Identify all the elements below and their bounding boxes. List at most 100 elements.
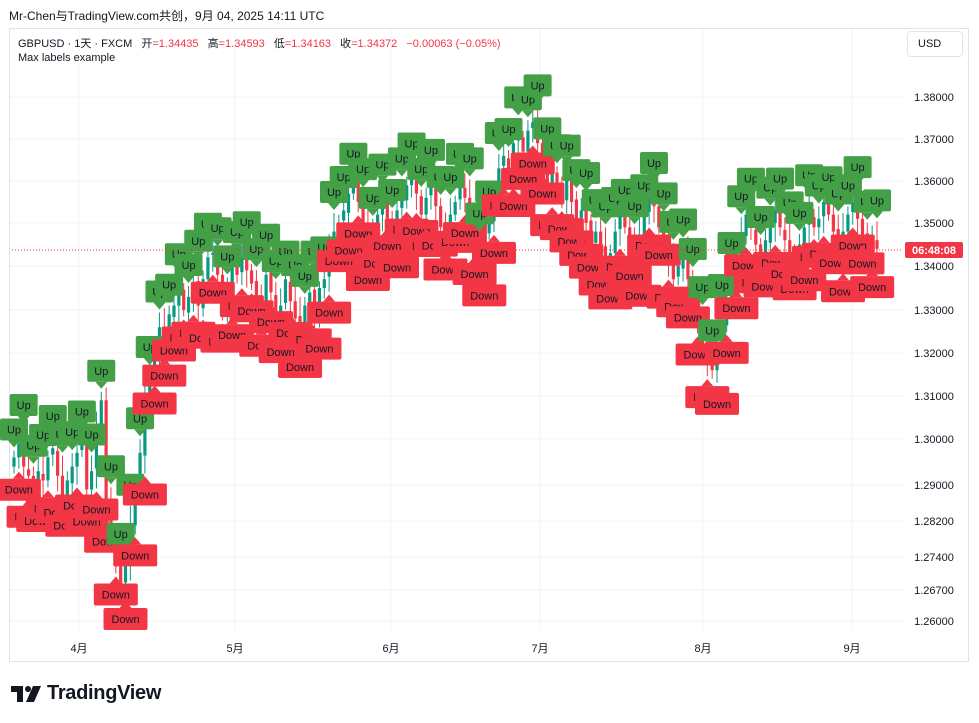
label-box	[0, 478, 41, 501]
label-pointer	[352, 215, 365, 223]
candle-body	[531, 122, 535, 129]
candle-body	[400, 197, 404, 208]
candle-body	[303, 305, 307, 330]
label-text: Up	[385, 185, 399, 197]
label-box	[707, 274, 736, 297]
symbol-legend: GBPUSD · 1天 · FXCM 开=1.34435 高=1.34593 低…	[18, 35, 501, 51]
label-text: Up	[637, 180, 651, 192]
label-text: Up	[366, 193, 380, 205]
label-text: Up	[579, 168, 593, 180]
label-pointer	[56, 445, 69, 453]
candle-body	[288, 281, 292, 302]
label-text: Down	[334, 245, 362, 257]
label-pointer	[163, 295, 176, 303]
label-pointer	[66, 443, 79, 451]
price-tick-label: 1.30000	[914, 434, 954, 446]
candle-body	[812, 217, 816, 228]
candle-body	[133, 494, 137, 526]
label-text: Down	[790, 275, 818, 287]
label-box	[840, 252, 885, 275]
label-text: Up	[424, 145, 438, 157]
label-pointer	[681, 299, 694, 307]
currency-button[interactable]: USD	[907, 31, 963, 57]
label-box	[96, 455, 125, 478]
label-box	[74, 498, 119, 521]
label-pointer	[109, 576, 122, 584]
label-pointer	[778, 255, 791, 263]
label-text: Up	[754, 212, 768, 224]
candle-body	[99, 400, 103, 433]
high-label: 高	[207, 38, 219, 50]
label-box	[462, 284, 507, 307]
low-value: =1.34163	[284, 38, 332, 50]
label-box	[122, 483, 167, 506]
candle	[453, 195, 457, 221]
label-pointer	[837, 273, 850, 281]
label-box	[436, 166, 465, 189]
label-text: Up	[85, 429, 99, 441]
candle-body	[17, 443, 21, 458]
label-text: Up	[298, 271, 312, 283]
candle	[322, 268, 326, 299]
label-pointer	[240, 233, 253, 241]
time-axis: 4月 5月 6月 7月 8月 9月	[70, 643, 860, 655]
label-text: Down	[684, 349, 712, 361]
symbol-name[interactable]: GBPUSD · 1天 · FXCM	[18, 38, 133, 50]
label-pointer	[551, 156, 564, 164]
price-tick-label: 1.35000	[914, 218, 954, 230]
indicator-name[interactable]: Max labels example	[18, 52, 116, 64]
down-label: Down	[840, 245, 885, 275]
label-text: Down	[373, 241, 401, 253]
label-pointer	[536, 175, 549, 183]
candle	[70, 453, 74, 497]
candle-body	[356, 178, 360, 202]
price-tick-label: 1.38000	[914, 92, 954, 104]
label-text: Up	[676, 214, 690, 226]
candle	[94, 411, 99, 489]
label-box	[307, 301, 352, 324]
label-pointer	[546, 207, 559, 215]
label-text: Up	[821, 172, 835, 184]
label-pointer	[211, 239, 224, 247]
candle-body	[822, 202, 826, 217]
candle	[773, 192, 777, 242]
candle-body	[584, 210, 588, 223]
label-pointer	[735, 207, 748, 215]
candle-body	[342, 210, 346, 221]
label-pointer	[391, 249, 404, 257]
candle-body	[759, 244, 763, 258]
candle	[182, 283, 186, 317]
tradingview-logo-icon	[11, 685, 41, 702]
label-box	[766, 167, 795, 190]
candle	[812, 208, 816, 236]
label-text: Up	[375, 160, 389, 172]
down-label: Down	[375, 249, 420, 279]
label-pointer	[851, 178, 864, 186]
label-pointer	[37, 446, 50, 454]
label-box	[552, 134, 581, 157]
label-text: Up	[240, 217, 254, 229]
down-label: Down	[714, 290, 759, 320]
label-text: Down	[722, 303, 750, 315]
up-label: Up	[863, 189, 891, 219]
open-label: 开	[141, 38, 153, 50]
label-pointer	[764, 198, 777, 206]
label-pointer	[657, 204, 670, 212]
candle-body	[186, 296, 191, 313]
label-text: Down	[111, 614, 139, 626]
candle-body	[274, 295, 278, 315]
candle	[12, 450, 16, 474]
up-label: Up	[436, 166, 465, 196]
label-pointer	[395, 169, 408, 177]
label-box	[113, 544, 158, 567]
label-box	[106, 522, 135, 545]
candle-body	[599, 231, 603, 249]
label-pointer	[871, 211, 883, 219]
label-pointer	[27, 456, 40, 464]
candle-body	[458, 185, 462, 200]
label-pointer	[866, 269, 879, 277]
label-box	[297, 337, 342, 360]
candle-body	[148, 374, 152, 401]
label-pointer	[444, 188, 457, 196]
